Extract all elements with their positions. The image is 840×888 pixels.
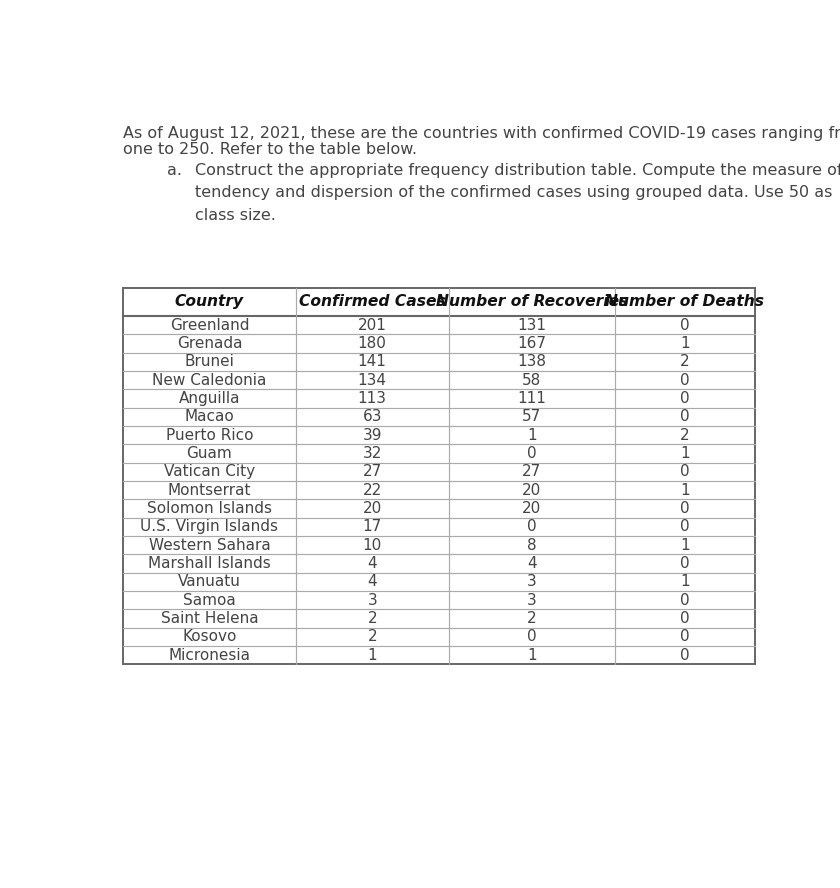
Text: 201: 201 (358, 318, 386, 333)
Text: Brunei: Brunei (185, 354, 234, 369)
Text: 2: 2 (680, 354, 690, 369)
Text: Micronesia: Micronesia (169, 647, 250, 662)
Text: U.S. Virgin Islands: U.S. Virgin Islands (140, 519, 279, 535)
Text: 3: 3 (527, 592, 537, 607)
Text: Guam: Guam (186, 446, 233, 461)
Text: Marshall Islands: Marshall Islands (148, 556, 270, 571)
Text: one to 250. Refer to the table below.: one to 250. Refer to the table below. (123, 142, 417, 157)
Text: 1: 1 (680, 538, 690, 552)
Text: 138: 138 (517, 354, 546, 369)
Text: 1: 1 (680, 575, 690, 590)
Text: 2: 2 (527, 611, 537, 626)
Text: 8: 8 (527, 538, 537, 552)
Text: 3: 3 (367, 592, 377, 607)
Text: Saint Helena: Saint Helena (160, 611, 258, 626)
Text: 0: 0 (680, 647, 690, 662)
Text: 0: 0 (527, 630, 537, 645)
Text: 10: 10 (363, 538, 382, 552)
Text: 22: 22 (363, 483, 382, 498)
Text: 1: 1 (367, 647, 377, 662)
Text: Puerto Rico: Puerto Rico (165, 428, 253, 443)
Text: Construct the appropriate frequency distribution table. Compute the measure of
t: Construct the appropriate frequency dist… (195, 163, 840, 223)
Text: 57: 57 (522, 409, 541, 424)
Text: 111: 111 (517, 391, 546, 406)
Text: Greenland: Greenland (170, 318, 249, 333)
Text: 1: 1 (527, 428, 537, 443)
Text: Vanuatu: Vanuatu (178, 575, 241, 590)
Text: Western Sahara: Western Sahara (149, 538, 270, 552)
Text: 63: 63 (363, 409, 382, 424)
Text: 32: 32 (363, 446, 382, 461)
Text: 1: 1 (680, 446, 690, 461)
Text: 2: 2 (367, 630, 377, 645)
Text: 0: 0 (680, 592, 690, 607)
Text: 0: 0 (680, 373, 690, 388)
Text: 0: 0 (680, 611, 690, 626)
Text: 180: 180 (358, 337, 386, 351)
Text: Number of Deaths: Number of Deaths (605, 295, 764, 309)
Text: Grenada: Grenada (176, 337, 242, 351)
Text: 0: 0 (680, 318, 690, 333)
Text: Anguilla: Anguilla (179, 391, 240, 406)
Text: 20: 20 (522, 501, 541, 516)
Text: 39: 39 (363, 428, 382, 443)
Text: 3: 3 (527, 575, 537, 590)
Text: Kosovo: Kosovo (182, 630, 237, 645)
Text: 0: 0 (680, 464, 690, 480)
Text: 20: 20 (522, 483, 541, 498)
Text: 0: 0 (527, 519, 537, 535)
Text: As of August 12, 2021, these are the countries with confirmed COVID-19 cases ran: As of August 12, 2021, these are the cou… (123, 126, 840, 140)
Text: 27: 27 (363, 464, 382, 480)
Text: 27: 27 (522, 464, 541, 480)
Text: a.: a. (167, 163, 181, 178)
Text: 4: 4 (527, 556, 537, 571)
Text: Solomon Islands: Solomon Islands (147, 501, 272, 516)
Text: 20: 20 (363, 501, 382, 516)
Text: 4: 4 (367, 575, 377, 590)
Text: Samoa: Samoa (183, 592, 236, 607)
Text: 0: 0 (680, 519, 690, 535)
Text: 141: 141 (358, 354, 386, 369)
Text: Country: Country (175, 295, 244, 309)
Text: 1: 1 (527, 647, 537, 662)
Text: 167: 167 (517, 337, 546, 351)
Text: New Caledonia: New Caledonia (152, 373, 266, 388)
Text: Vatican City: Vatican City (164, 464, 255, 480)
Text: 4: 4 (367, 556, 377, 571)
Text: 2: 2 (680, 428, 690, 443)
Text: Number of Recoveries: Number of Recoveries (436, 295, 628, 309)
Text: 58: 58 (522, 373, 541, 388)
Text: 113: 113 (358, 391, 386, 406)
Text: 0: 0 (680, 501, 690, 516)
Text: Macao: Macao (185, 409, 234, 424)
Text: 2: 2 (367, 611, 377, 626)
Text: Montserrat: Montserrat (168, 483, 251, 498)
Text: Confirmed Cases: Confirmed Cases (299, 295, 445, 309)
Text: 1: 1 (680, 483, 690, 498)
Text: 0: 0 (680, 409, 690, 424)
Text: 1: 1 (680, 337, 690, 351)
Text: 0: 0 (680, 391, 690, 406)
Text: 0: 0 (527, 446, 537, 461)
Text: 131: 131 (517, 318, 546, 333)
Text: 0: 0 (680, 556, 690, 571)
Text: 0: 0 (680, 630, 690, 645)
Text: 17: 17 (363, 519, 382, 535)
Text: 134: 134 (358, 373, 386, 388)
